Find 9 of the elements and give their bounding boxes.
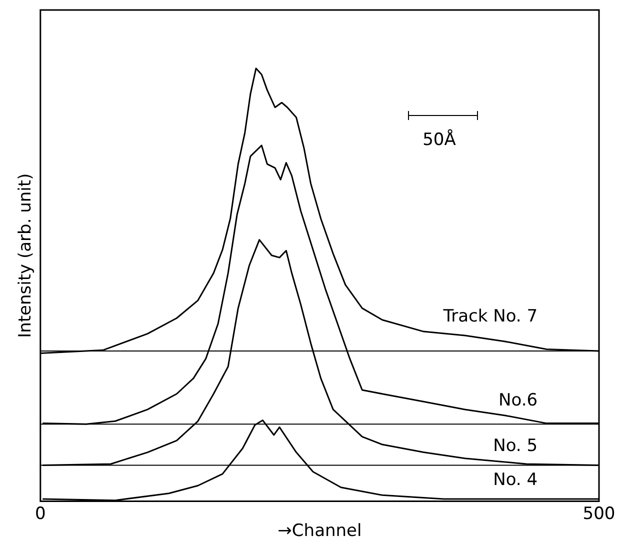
series-label: No.6 [498, 390, 538, 410]
series-label: No. 5 [493, 436, 538, 456]
y-axis-title: Intensity (arb. unit) [16, 173, 36, 338]
x-tick-label: 0 [34, 504, 46, 524]
x-tick-label: 500 [582, 504, 616, 524]
series-label: No. 4 [493, 470, 538, 490]
annotation: 50Å [422, 128, 456, 150]
series-label: Track No. 7 [442, 306, 538, 326]
x-axis-title: →Channel [278, 521, 362, 542]
